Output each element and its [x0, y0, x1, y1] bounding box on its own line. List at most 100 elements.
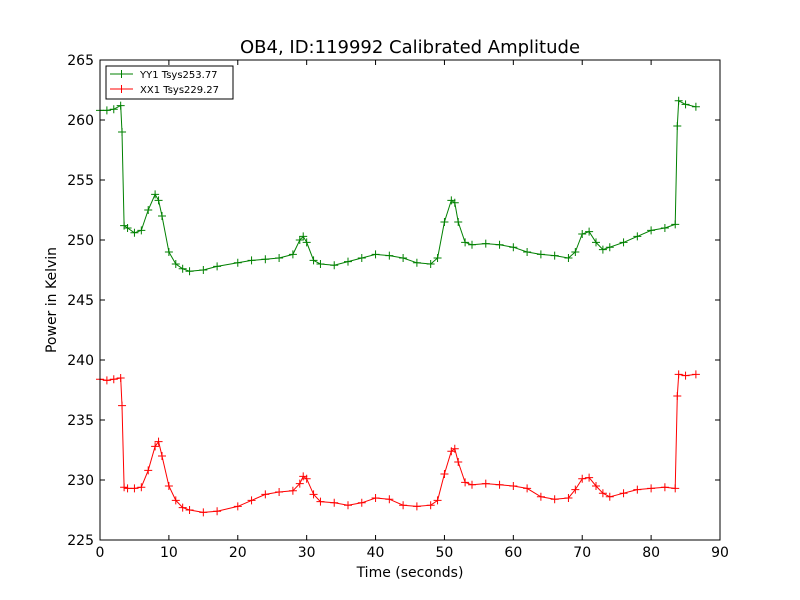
legend-marker [117, 85, 126, 93]
data-point [109, 105, 118, 114]
data-point [495, 480, 504, 489]
data-point [691, 370, 700, 379]
data-point [275, 488, 284, 496]
data-point [671, 484, 680, 493]
data-point [137, 483, 146, 492]
data-point [247, 256, 256, 265]
data-point [681, 371, 690, 380]
data-point [164, 248, 173, 256]
data-point [233, 258, 242, 267]
data-point [412, 258, 421, 267]
data-point [302, 474, 311, 483]
data-point [344, 501, 352, 510]
data-point [633, 232, 642, 241]
series-markers-2 [96, 370, 700, 517]
data-point [564, 254, 573, 262]
data-point [633, 485, 642, 494]
legend: YY1 Tsys253.77 XX1 Tsys229.27 [105, 65, 234, 100]
data-point [109, 375, 118, 384]
data-point [330, 261, 339, 270]
data-point [454, 218, 463, 226]
data-point [309, 256, 318, 265]
data-point [178, 264, 187, 273]
data-point [509, 482, 518, 490]
data-point [151, 190, 160, 199]
data-point [178, 503, 187, 512]
data-point [673, 392, 682, 400]
y-axis-label: Power in Kelvin [44, 247, 60, 353]
y-tick-label: 235 [67, 413, 94, 429]
data-point [309, 490, 318, 499]
data-point [185, 267, 194, 276]
data-point [440, 470, 449, 478]
data-point [585, 227, 594, 236]
data-point [116, 101, 125, 110]
data-point [523, 248, 532, 256]
x-tick-label: 20 [229, 545, 247, 561]
y-tick-label: 245 [67, 293, 94, 309]
data-point [295, 479, 304, 488]
x-tick-label: 80 [642, 545, 660, 561]
data-point [371, 494, 380, 502]
data-point [102, 106, 111, 115]
data-point [185, 506, 194, 514]
data-point [144, 466, 153, 475]
data-point [536, 492, 545, 501]
data-point [450, 198, 459, 207]
y-tick-label: 260 [67, 113, 94, 129]
legend-marker [117, 70, 126, 78]
data-point [605, 492, 614, 501]
x-tick-label: 90 [711, 545, 729, 561]
data-point [151, 442, 160, 451]
data-point [154, 196, 163, 205]
y-tick-label: 255 [67, 173, 94, 189]
x-axis-label: Time (seconds) [356, 565, 464, 581]
data-point [123, 484, 132, 493]
data-point [344, 257, 352, 266]
data-point [592, 238, 600, 247]
data-point [385, 251, 394, 260]
data-point [619, 238, 628, 247]
data-point [299, 232, 308, 241]
data-point [288, 486, 297, 495]
data-point [592, 482, 600, 490]
data-point [171, 260, 180, 268]
data-point [660, 224, 669, 232]
data-point [213, 262, 222, 271]
data-point [357, 254, 366, 262]
data-point [550, 495, 559, 504]
data-point [681, 100, 690, 109]
data-point [598, 489, 607, 498]
data-point [461, 478, 470, 487]
data-point [164, 482, 173, 490]
y-tick-label: 250 [67, 233, 94, 249]
data-point [102, 376, 111, 385]
x-tick-label: 30 [298, 545, 316, 561]
data-point [330, 498, 339, 507]
data-point [233, 502, 242, 511]
data-point [120, 483, 129, 492]
y-tick-label: 265 [67, 53, 94, 69]
data-point [433, 496, 442, 505]
plot-frame [99, 59, 721, 541]
data-point [598, 245, 607, 254]
data-point [605, 243, 614, 252]
data-point [130, 484, 139, 493]
data-point [295, 236, 304, 244]
x-tick-label: 10 [160, 545, 178, 561]
data-point [674, 96, 683, 105]
data-point [144, 206, 153, 214]
data-point [571, 485, 580, 494]
x-tick-label: 60 [504, 545, 522, 561]
data-point [357, 498, 366, 507]
data-point [123, 224, 132, 232]
data-point [118, 128, 127, 136]
data-point [275, 254, 284, 262]
data-point [412, 502, 421, 511]
data-point [316, 260, 325, 268]
data-point [509, 243, 518, 252]
chart-title: OB4, ID:119992 Calibrated Amplitude [240, 37, 580, 58]
legend-box [105, 65, 234, 100]
data-point [261, 255, 270, 264]
series-line-1 [100, 99, 697, 272]
